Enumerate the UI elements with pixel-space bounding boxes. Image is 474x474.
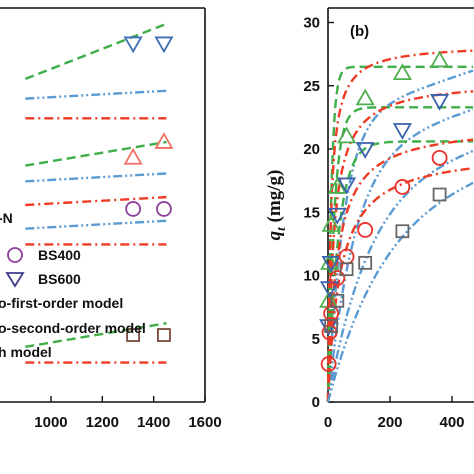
panel-b-fit-line-elovich — [326, 108, 474, 403]
panel-b-fit-line-pso — [326, 49, 474, 403]
legend-triangle-down-marker — [5, 272, 25, 288]
panel-b-marker-BS800 — [321, 215, 341, 232]
panel-a-marker-triangle — [123, 147, 143, 165]
legend-title-fragment: -N — [0, 210, 13, 226]
panel-b-fit-line-elovich — [326, 181, 474, 403]
panel-b-marker-BS200 — [358, 255, 373, 270]
panel-b-fit-line-pso — [326, 167, 474, 403]
panel-a-marker-triangle-down — [154, 36, 174, 54]
panel-a-x-tick-label: 1000 — [34, 414, 67, 431]
panel-a-fit-line-pso — [25, 195, 167, 207]
panel-b-y-tick-label: 15 — [303, 204, 320, 221]
panel-a-marker-triangle — [154, 132, 174, 149]
panel-b-marker-BS600 — [392, 123, 412, 140]
panel-b: (b) 0 5 10 15 20 25 30 0 200 400 qt (mg/g) — [264, 7, 474, 431]
panel-b-y-tick-label: 25 — [303, 78, 320, 95]
panel-b-marker-BS400 — [357, 222, 374, 238]
panel-a-x-tick-label: 1600 — [188, 414, 221, 431]
panel-a-marker-square — [126, 328, 141, 342]
legend-circle-marker — [7, 247, 23, 263]
panel-b-y-tick-label: 10 — [303, 268, 320, 285]
panel-a-marker-circle — [125, 201, 142, 217]
panel-a-fit-line-elovich — [25, 89, 167, 100]
legend-label-bs600: BS600 — [38, 271, 81, 287]
panel-b-y-tick-label: 20 — [303, 141, 320, 158]
panel-b-x-tick-label: 0 — [324, 414, 332, 431]
panel-a-x-ticks: 1000 1200 1400 1600 — [34, 396, 222, 431]
panel-a-legend: -N BS400 BS600 o-first-order model o-sec… — [0, 210, 146, 360]
panel-b-marker-BS600 — [321, 255, 341, 273]
panel-b-marker-BS800 — [430, 50, 450, 68]
panel-b-marker-BS600 — [327, 207, 347, 225]
panel-b-marker-BS600 — [319, 281, 340, 298]
panel-a-x-tick-label: 1400 — [137, 414, 170, 431]
panel-b-fit-line-elovich — [326, 69, 474, 403]
panel-a-marker-triangle-down — [123, 36, 143, 54]
panel-b-y-axis-label: qt (mg/g) — [264, 170, 288, 241]
legend-label-pfo: o-first-order model — [0, 295, 123, 311]
panel-a-fit-line-elovich — [25, 219, 167, 230]
panel-a-fit-line-pfo — [24, 22, 167, 81]
panel-b-fit-lines — [326, 49, 474, 403]
panel-b-marker-BS400 — [320, 356, 337, 372]
panel-b-marker-BS600 — [337, 177, 357, 195]
panel-a-marker-circle — [156, 201, 172, 217]
panel-a-x-tick-label: 1200 — [86, 414, 119, 431]
panel-a-marker-square — [157, 328, 171, 342]
panel-b-marker-BS800 — [355, 88, 375, 106]
panel-b-y-tick-label: 5 — [312, 331, 320, 348]
panel-b-y-tick-label: 0 — [312, 394, 320, 411]
panel-a: 1000 1200 1400 1600 -N BS400 BS600 o-first-… — [0, 7, 222, 431]
panel-b-marker-BS800 — [392, 63, 412, 80]
panel-b-fit-line-pso — [326, 90, 474, 403]
panel-b-fit-line-elovich — [326, 149, 474, 403]
panel-a-fit-line-elovich — [25, 172, 167, 183]
legend-label-elovich: h model — [0, 344, 52, 360]
panel-a-fit-line-pfo — [25, 322, 167, 349]
panel-b-marker-BS200 — [324, 319, 339, 334]
panel-a-fit-line-pfo — [25, 140, 167, 167]
panel-b-marker-BS400 — [338, 248, 355, 265]
panel-b-fit-line-pfo — [326, 65, 474, 403]
panel-b-x-tick-label: 400 — [439, 414, 464, 431]
legend-label-bs400: BS400 — [38, 247, 81, 263]
legend-label-pso: o-second-order model — [0, 320, 146, 336]
panel-b-marker-BS400 — [329, 270, 346, 286]
panel-b-marker-BS400 — [394, 179, 411, 195]
panel-b-label: (b) — [350, 23, 369, 40]
panel-b-marker-BS200 — [395, 224, 410, 239]
panel-b-marker-BS600 — [430, 94, 450, 111]
panel-b-fit-line-pfo — [326, 106, 474, 403]
panel-b-y-tick-label: 30 — [303, 15, 320, 32]
panel-b-marker-BS800 — [337, 126, 357, 144]
panel-b-marker-BS200 — [330, 293, 345, 308]
panel-b-marker-BS400 — [431, 149, 448, 166]
panel-b-y-ticks: 0 5 10 15 20 25 30 — [303, 15, 334, 411]
panel-b-marker-BS200 — [432, 187, 447, 202]
panel-b-x-tick-label: 200 — [377, 414, 402, 431]
panel-a-markers — [123, 36, 174, 342]
panel-b-marker-BS800 — [327, 177, 347, 194]
panel-b-marker-BS200 — [339, 262, 354, 277]
panel-a-fit-lines — [24, 22, 167, 364]
panel-b-marker-BS600 — [355, 142, 375, 159]
panel-b-markers — [319, 50, 450, 372]
panel-b-fit-line-pso — [326, 138, 474, 403]
